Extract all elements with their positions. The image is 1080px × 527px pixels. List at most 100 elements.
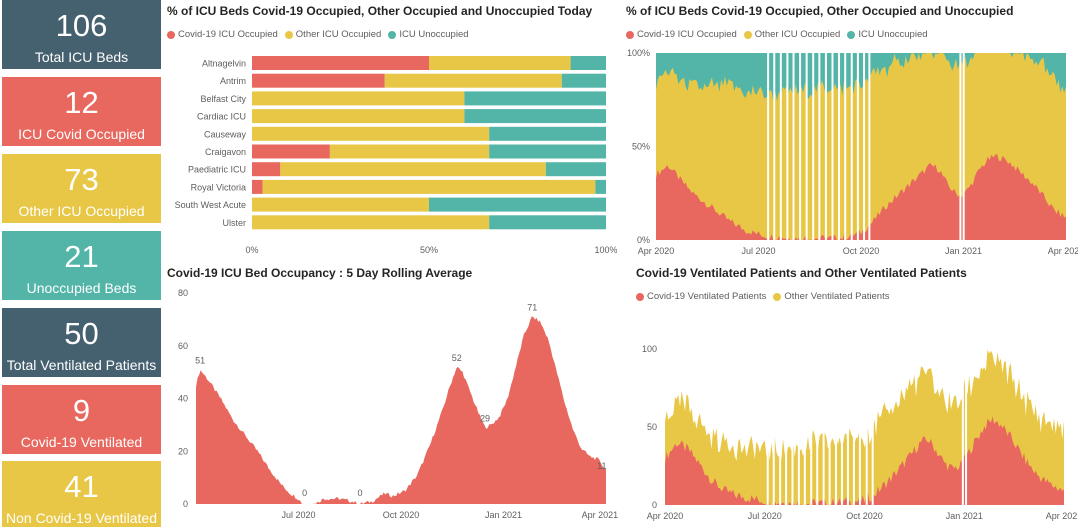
missing-data-gap [871, 335, 874, 505]
chart-rolling-area: 0 20 40 60 80 51 0 0 52 29 71 11 Jul 2020 Oct 2020 Jan… [178, 288, 618, 520]
legend-dot-covid [636, 292, 644, 301]
missing-data-gap [959, 53, 962, 240]
missing-data-gap [850, 53, 853, 240]
missing-data-gap [824, 53, 827, 240]
missing-data-gap [779, 335, 782, 505]
y-tick-label: 100% [627, 48, 650, 58]
bar-segment-unoccupied [489, 126, 606, 141]
bar-segment-other [262, 179, 596, 194]
bar-segment-unoccupied [489, 215, 606, 230]
category-label: Craigavon [205, 147, 246, 157]
legend-today: Covid-19 ICU Occupied Other ICU Occupied I… [167, 29, 476, 42]
legend-item-covid[interactable]: Covid-19 ICU Occupied [167, 29, 278, 40]
legend-item-other[interactable]: Other ICU Occupied [743, 29, 840, 40]
category-label: Belfast City [200, 94, 246, 104]
kpi-card-other-icu-occupied: 73 Other ICU Occupied [2, 154, 161, 223]
missing-data-gap [805, 53, 808, 240]
legend-label: ICU Unoccupied [399, 29, 469, 40]
legend-label: Covid-19 Ventilated Patients [647, 291, 767, 302]
legend-dot-covid [626, 30, 634, 39]
y-tick-label: 80 [178, 288, 188, 298]
missing-data-gap [791, 335, 794, 505]
area-covid-ventilated [665, 416, 1064, 505]
legend-dot-other [284, 30, 293, 39]
legend-item-other-vent[interactable]: Other Ventilated Patients [773, 291, 889, 302]
legend-item-covid[interactable]: Covid-19 ICU Occupied [626, 29, 737, 40]
legend-item-other[interactable]: Other ICU Occupied [284, 29, 382, 40]
legend-item-covid-vent[interactable]: Covid-19 Ventilated Patients [636, 291, 766, 302]
missing-data-gap [831, 53, 834, 240]
y-tick-label: 0 [652, 500, 657, 510]
bar-segment-covid [252, 144, 330, 159]
legend-dot-unoccupied [388, 30, 397, 39]
y-tick-label: 0% [637, 235, 650, 245]
kpi-label: ICU Covid Occupied [18, 126, 145, 142]
legend-item-unoccupied[interactable]: ICU Unoccupied [847, 29, 928, 40]
missing-data-gap [856, 53, 859, 240]
bar-segment-unoccupied [595, 179, 606, 194]
missing-data-gap [961, 335, 964, 505]
bar-segment-unoccupied [464, 109, 606, 124]
bar-segment-other [384, 73, 562, 88]
x-tick-label: Jan 2021 [946, 511, 983, 521]
data-label: 0 [357, 488, 362, 498]
kpi-card-non-covid-ventilated: 41 Non Covid-19 Ventilated [2, 461, 161, 527]
bar-segment-other [252, 197, 429, 212]
chart-title-trend: % of ICU Beds Covid-19 Occupied, Other O… [626, 4, 1014, 18]
legend-trend: Covid-19 ICU Occupied Other ICU Occupied I… [626, 29, 935, 42]
x-tick-label: Jul 2020 [748, 511, 782, 521]
missing-data-gap [766, 335, 769, 505]
category-label: Paediatric ICU [188, 165, 246, 175]
kpi-card-covid-ventilated: 9 Covid-19 Ventilated [2, 385, 161, 454]
y-tick-label: 50 [647, 422, 657, 432]
missing-data-gap [767, 53, 770, 240]
category-label: South West Acute [175, 200, 246, 210]
x-tick-label: 0% [245, 245, 258, 255]
legend-label: Other ICU Occupied [295, 29, 382, 40]
y-tick-label: 100 [642, 344, 657, 354]
legend-item-unoccupied[interactable]: ICU Unoccupied [388, 29, 469, 40]
missing-data-gap [792, 53, 795, 240]
chart-trend-area: 0% 50% 100% Apr 2020 Jul 2020 Oct 2020 Jan 202… [627, 48, 1078, 256]
bar-segment-unoccupied [545, 162, 606, 177]
missing-data-gap [962, 53, 965, 240]
legend-label: Covid-19 ICU Occupied [178, 29, 278, 40]
kpi-card-total-icu-beds: 106 Total ICU Beds [2, 0, 161, 69]
kpi-label: Non Covid-19 Ventilated [6, 510, 157, 526]
x-tick-label: Apr 2021 [1046, 511, 1078, 521]
x-tick-label: Apr 2020 [647, 511, 684, 521]
bar-segment-other [252, 91, 465, 106]
category-label: Cardiac ICU [197, 112, 246, 122]
legend-ventilated: Covid-19 Ventilated Patients Other Ventil… [636, 291, 896, 304]
missing-data-gap [818, 53, 821, 240]
x-tick-label: Jan 2021 [945, 246, 982, 256]
x-tick-label: Apr 2021 [582, 510, 618, 520]
bar-segment-other [429, 56, 571, 70]
x-tick-label: 100% [594, 245, 617, 255]
y-tick-label: 50% [632, 142, 650, 152]
data-label: 71 [527, 303, 537, 313]
category-label: Ulster [222, 218, 246, 228]
category-label: Royal Victoria [191, 182, 246, 192]
x-tick-label: Oct 2020 [383, 510, 420, 520]
x-tick-label: 50% [420, 245, 438, 255]
x-tick-label: Jan 2021 [485, 510, 522, 520]
x-tick-label: Apr 2020 [638, 246, 675, 256]
bar-segment-other [329, 144, 490, 159]
bar-segment-covid [252, 162, 281, 177]
data-label: 0 [302, 488, 307, 498]
missing-data-gap [786, 53, 789, 240]
category-label: Antrim [220, 76, 246, 86]
kpi-value: 50 [64, 316, 99, 351]
y-tick-label: 0 [183, 499, 188, 509]
missing-data-gap [785, 335, 788, 505]
missing-data-gap [799, 53, 802, 240]
kpi-card-unoccupied-beds: 21 Unoccupied Beds [2, 231, 161, 300]
y-tick-label: 20 [178, 446, 188, 456]
missing-data-gap [834, 335, 837, 505]
missing-data-gap [797, 335, 800, 505]
data-label: 29 [480, 414, 490, 424]
kpi-label: Covid-19 Ventilated [20, 434, 143, 450]
category-label: Altnagelvin [202, 59, 246, 69]
bar-segment-unoccupied [464, 91, 606, 106]
